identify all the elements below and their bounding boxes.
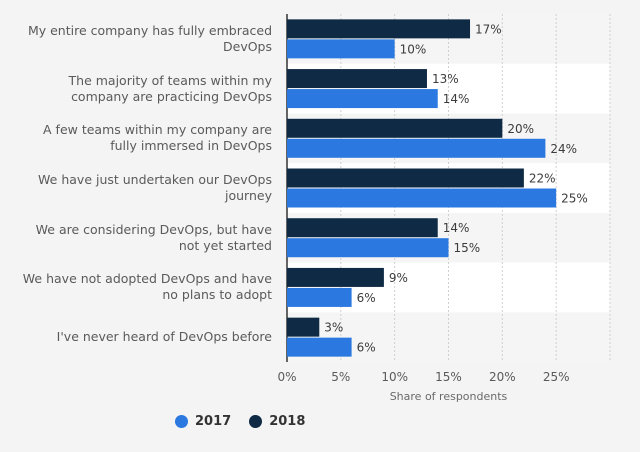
data-label-2018-4: 14%	[443, 221, 470, 235]
bar-2018-1	[287, 69, 427, 89]
category-label-5: We have not adopted DevOps and have no p…	[22, 271, 272, 303]
legend-item-2017[interactable]: 2017	[175, 414, 231, 429]
category-label-6: I've never heard of DevOps before	[56, 329, 272, 345]
legend-label-2018: 2018	[269, 414, 306, 429]
data-label-2018-1: 13%	[432, 72, 459, 86]
bar-2018-6	[287, 317, 320, 337]
bar-2018-3	[287, 168, 524, 188]
bar-2017-2	[287, 138, 546, 158]
bar-2018-4	[287, 218, 438, 238]
bar-2018-5	[287, 267, 384, 287]
legend-item-2018[interactable]: 2018	[249, 414, 305, 429]
data-label-2018-2: 20%	[507, 122, 534, 136]
legend-swatch-2018	[249, 415, 263, 428]
legend-swatch-2017	[175, 415, 188, 428]
data-label-2017-0: 10%	[400, 42, 427, 56]
bar-2017-1	[287, 89, 438, 109]
x-tick-label-2: 10%	[381, 370, 408, 384]
bar-2018-0	[287, 19, 471, 39]
bar-2017-3	[287, 188, 557, 208]
data-label-2018-0: 17%	[475, 22, 502, 36]
data-label-2018-3: 22%	[529, 172, 556, 186]
category-label-2: A few teams within my company are fully …	[43, 122, 272, 154]
bar-2018-2	[287, 118, 503, 138]
data-label-2018-6: 3%	[324, 321, 343, 335]
data-label-2017-1: 14%	[443, 92, 470, 106]
bar-2017-5	[287, 287, 352, 307]
bar-2017-0	[287, 39, 395, 59]
data-label-2017-5: 6%	[357, 291, 376, 305]
x-tick-label-3: 15%	[435, 370, 462, 384]
data-label-2018-5: 9%	[389, 271, 408, 285]
x-tick-label-5: 25%	[543, 370, 570, 384]
data-label-2017-3: 25%	[561, 192, 588, 206]
category-label-1: The majority of teams within my company …	[68, 72, 272, 104]
x-tick-label-0: 0%	[277, 370, 296, 384]
category-label-3: We have just undertaken our DevOps journ…	[38, 172, 272, 203]
legend: 2017 2018	[175, 414, 323, 429]
x-tick-label-1: 5%	[331, 370, 350, 384]
x-tick-label-4: 20%	[489, 370, 516, 384]
bar-2017-4	[287, 238, 449, 258]
data-label-2017-4: 15%	[454, 241, 481, 255]
category-label-4: We are considering DevOps, but have not …	[35, 221, 272, 253]
legend-label-2017: 2017	[195, 414, 232, 429]
x-axis-title: Share of respondents	[390, 390, 508, 403]
data-label-2017-6: 6%	[357, 341, 376, 355]
bar-2017-6	[287, 337, 352, 357]
data-label-2017-2: 24%	[550, 142, 577, 156]
category-label-0: My entire company has fully embraced Dev…	[27, 22, 272, 54]
